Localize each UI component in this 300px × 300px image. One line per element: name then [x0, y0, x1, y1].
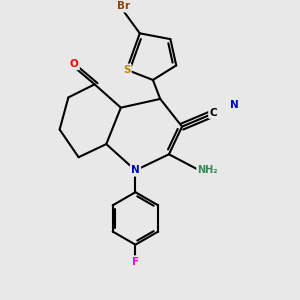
- Text: S: S: [123, 65, 130, 75]
- Text: N: N: [230, 100, 239, 110]
- Text: O: O: [70, 59, 79, 69]
- Text: C: C: [209, 108, 217, 118]
- Text: F: F: [132, 256, 139, 267]
- Text: N: N: [131, 165, 140, 175]
- Text: Br: Br: [117, 1, 130, 11]
- Text: NH₂: NH₂: [197, 165, 218, 175]
